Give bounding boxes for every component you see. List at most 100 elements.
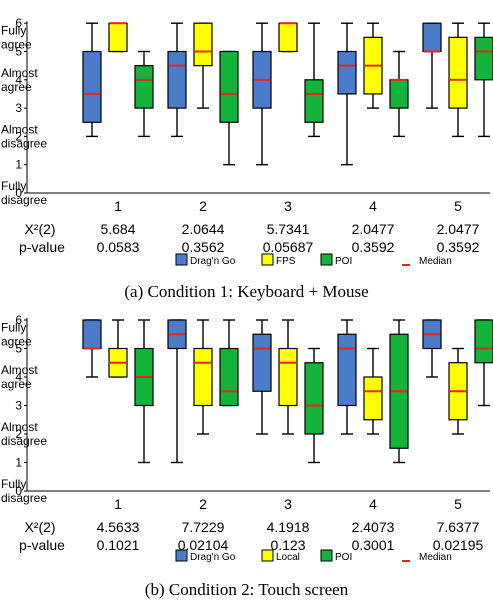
a-y-tick-label: 5: [15, 45, 22, 59]
a-box: [389, 79, 409, 109]
b-legend-label: Median: [419, 552, 452, 563]
a-level-label-line: Almost: [1, 66, 38, 80]
b-level-label-line: Almost: [1, 363, 38, 377]
a-chi-value: 5.684: [100, 221, 135, 237]
b-box: [304, 362, 324, 435]
a-chi-value: 5.7341: [267, 221, 310, 237]
a-p-value: 0.3562: [182, 239, 225, 255]
b-level-label-line: disagree: [1, 434, 47, 448]
b-chi-value: 4.5633: [97, 519, 140, 535]
a-box: [108, 22, 128, 53]
b-y-tick-label: 3: [15, 399, 22, 413]
b-box: [474, 319, 493, 364]
a-legend-label: POI: [335, 256, 352, 267]
a-y-tick-label: 6: [15, 16, 22, 30]
b-chi-value: 7.6377: [437, 519, 480, 535]
b-box: [363, 376, 383, 421]
a-box: [422, 22, 442, 53]
a-level-label-line: agree: [1, 37, 32, 51]
b-legend-label: POI: [335, 552, 352, 563]
a-level-label-line: Almost: [1, 122, 38, 136]
a-y-tick-label: 1: [15, 158, 22, 172]
caption-a: (a) Condition 1: Keyboard + Mouse: [124, 282, 369, 301]
b-p-value: 0.123: [270, 537, 305, 553]
b-box: [252, 333, 272, 392]
a-category-label: 2: [199, 198, 207, 214]
a-level-label-line: disagree: [1, 136, 47, 150]
a-box: [193, 22, 213, 67]
b-box: [193, 347, 213, 407]
a-legend-swatch: [320, 253, 333, 266]
a-legend-label: Median: [419, 256, 452, 267]
a-level-label-line: Fully: [1, 23, 26, 37]
b-stat-label-chi: X²(2): [24, 519, 55, 535]
a-level-label: Almost agree: [1, 66, 38, 94]
a-chi-value: 2.0477: [437, 221, 480, 237]
b-legend-swatch: [320, 549, 333, 562]
a-p-value: 0.0583: [97, 239, 140, 255]
a-category-label: 3: [284, 198, 292, 214]
a-legend-swatch: [261, 253, 274, 266]
a-legend-label: FPS: [276, 256, 296, 267]
b-level-label: Fully disagree: [1, 477, 47, 505]
a-box: [82, 50, 102, 123]
b-level-label: Fully agree: [1, 320, 32, 348]
b-level-label-line: disagree: [1, 491, 47, 505]
a-level-label-line: agree: [1, 80, 32, 94]
b-y-tick-label: 0: [15, 484, 22, 498]
a-level-label: Fully agree: [1, 23, 32, 51]
b-level-label-line: agree: [1, 377, 32, 391]
b-p-value: 0.02104: [178, 537, 229, 553]
b-y-tick-label: 1: [15, 456, 22, 470]
b-p-value: 0.3001: [352, 537, 395, 553]
b-p-value: 0.1021: [97, 537, 140, 553]
a-p-value: 0.3592: [352, 239, 395, 255]
b-level-label-line: agree: [1, 334, 32, 348]
a-legend-label: Drag'n Go: [190, 256, 236, 267]
caption-b: (b) Condition 2: Touch screen: [144, 580, 349, 599]
a-level-label: Fully disagree: [1, 179, 47, 207]
a-box: [134, 65, 154, 109]
b-box: [337, 333, 357, 407]
b-legend-label: Drag'n Go: [190, 552, 236, 563]
b-legend-swatch: [261, 549, 274, 562]
a-stat-label-p: p-value: [19, 239, 65, 255]
b-level-label-line: Fully: [1, 320, 26, 334]
b-category-label: 2: [199, 496, 207, 512]
b-y-tick-label: 5: [15, 342, 22, 356]
b-stat-label-p: p-value: [19, 537, 65, 553]
a-box: [278, 22, 298, 53]
b-category-label: 1: [114, 496, 122, 512]
b-legend-label: Local: [276, 552, 300, 563]
b-chi-value: 7.7229: [182, 519, 225, 535]
a-category-label: 5: [454, 198, 462, 214]
b-box: [82, 319, 102, 350]
b-level-label-line: Almost: [1, 420, 38, 434]
b-level-label: Almost disagree: [1, 420, 47, 448]
a-level-label-line: disagree: [1, 193, 47, 207]
a-box: [219, 50, 239, 123]
a-box: [337, 50, 357, 95]
a-p-value: 0.3592: [437, 239, 480, 255]
b-level-label: Almost agree: [1, 363, 38, 391]
b-legend-swatch: [175, 549, 188, 562]
a-box: [304, 79, 324, 123]
a-y-tick-label: 2: [15, 129, 22, 143]
a-category-label: 1: [114, 198, 122, 214]
b-level-label-line: Fully: [1, 477, 26, 491]
b-y-tick-label: 2: [15, 427, 22, 441]
a-box: [167, 50, 187, 109]
b-box: [219, 347, 239, 407]
a-y-tick-label: 0: [15, 186, 22, 200]
a-chi-value: 2.0644: [182, 221, 225, 237]
a-level-label-line: Fully: [1, 179, 26, 193]
b-box: [278, 347, 298, 407]
b-y-tick-label: 6: [15, 313, 22, 327]
a-stat-label-chi: X²(2): [24, 221, 55, 237]
b-chi-value: 2.4073: [352, 519, 395, 535]
a-category-label: 4: [369, 198, 377, 214]
b-chi-value: 4.1918: [267, 519, 310, 535]
a-legend-swatch: [175, 253, 188, 266]
b-category-label: 3: [284, 496, 292, 512]
